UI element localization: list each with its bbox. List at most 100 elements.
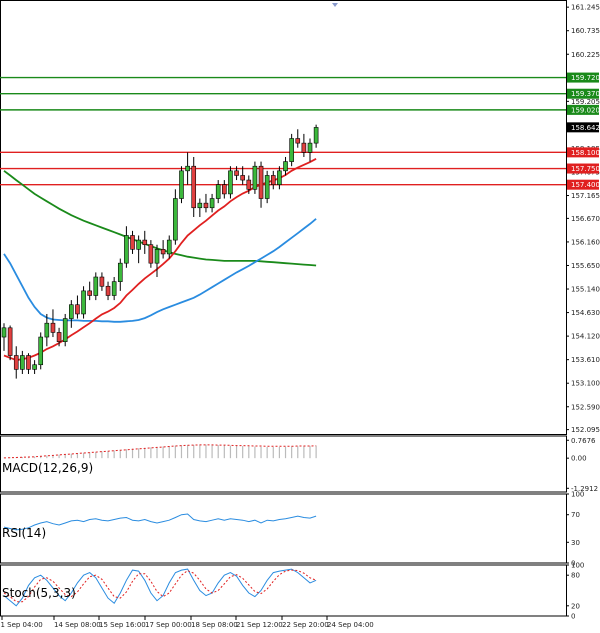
- price-tick-label: 154.120: [571, 333, 600, 341]
- price-tick-label: 156.670: [571, 215, 600, 223]
- level-label-box: [567, 147, 599, 158]
- candle-body: [301, 142, 307, 153]
- candle-body: [258, 165, 264, 199]
- candle-body: [93, 276, 99, 296]
- candle-body: [246, 179, 252, 190]
- rsi-panel-tick-label: 100: [571, 491, 584, 499]
- candle-body: [50, 322, 56, 333]
- candle-body: [154, 249, 160, 264]
- candle-body: [87, 290, 92, 296]
- stoch-panel: 100 80 20 0 Stoch(5,3,3): [0, 562, 584, 621]
- candle-body: [228, 170, 233, 195]
- candle-body: [142, 239, 148, 246]
- rsi-panel-tick-label: 70: [571, 511, 580, 519]
- macd-panel-tick-label: 0.00: [571, 455, 587, 463]
- price-tick-label: 153.610: [571, 356, 600, 364]
- rsi-line: [3, 513, 317, 531]
- stoch-panel-tick-label: 100: [571, 562, 584, 570]
- time-tick-label: 22 Sep 20:00: [282, 621, 329, 629]
- macd-label: MACD(12,26,9): [2, 461, 93, 475]
- candle-body: [197, 202, 203, 209]
- level-label: 159.370: [571, 90, 600, 98]
- price-tick-label: 159.205: [571, 98, 600, 106]
- ma-blue-line: [3, 218, 317, 323]
- candle-body: [252, 165, 258, 190]
- stoch-panel-tick-label: 20: [571, 602, 580, 610]
- time-tick-label: 11 Sep 04:00: [0, 621, 43, 629]
- level-label-box: [567, 72, 599, 83]
- time-tick-label: 21 Sep 12:00: [236, 621, 283, 629]
- level-label-box: [567, 88, 599, 99]
- candle-body: [307, 142, 313, 153]
- candle-body: [222, 184, 227, 195]
- candle-body: [185, 165, 190, 172]
- price-tick-label: 161.245: [571, 4, 600, 12]
- price-now-box: [567, 122, 599, 133]
- candle-body: [289, 138, 294, 162]
- time-tick-label: 15 Sep 16:00: [99, 621, 146, 629]
- macd-panel-frame: [0, 435, 567, 493]
- candle-body: [240, 175, 245, 181]
- level-label-box: [567, 163, 599, 174]
- macd-panel-tick-label: -1.2912: [571, 485, 598, 493]
- stoch-panel-tick-label: 80: [571, 572, 580, 580]
- candle-body: [26, 355, 31, 370]
- rsi-panel-tick-label: 30: [571, 539, 580, 547]
- time-tick-label: 18 Sep 08:00: [191, 621, 238, 629]
- price-tick-label: 160.225: [571, 51, 600, 59]
- candle-body: [136, 239, 141, 250]
- time-tick-label: 17 Sep 00:00: [145, 621, 192, 629]
- candle-body: [295, 138, 301, 144]
- macd-panel: 0.7676 0.00 -1.2912 MACD(12,26,9): [0, 435, 598, 493]
- candle-body: [209, 198, 215, 209]
- candle-body: [69, 304, 74, 319]
- price-tick-label: 155.140: [571, 286, 600, 294]
- price-tick-label: 154.630: [571, 309, 600, 317]
- price-panel-frame: [0, 0, 567, 435]
- level-label: 159.020: [571, 106, 600, 114]
- price-tick-label: 156.160: [571, 238, 600, 246]
- rsi-panel: 100 70 30 0 RSI(14): [0, 491, 584, 568]
- candle-body: [166, 239, 172, 255]
- candle-body: [124, 235, 129, 264]
- ma-green-line: [3, 170, 317, 267]
- macd-signal-line: [3, 444, 317, 459]
- time-tick-label: 24 Sep 04:00: [327, 621, 374, 629]
- candle-body: [7, 327, 13, 356]
- price-tick-label: 153.100: [571, 380, 600, 388]
- candle-body: [62, 318, 68, 342]
- price-tick-label: 155.650: [571, 262, 600, 270]
- level-label: 158.100: [571, 149, 600, 157]
- level-label: 159.720: [571, 74, 600, 82]
- candle-body: [13, 355, 19, 370]
- candle-body: [1, 327, 7, 338]
- level-label-box: [567, 104, 599, 115]
- rsi-label: RSI(14): [2, 526, 46, 540]
- candle-body: [56, 332, 62, 342]
- candle-body: [283, 161, 288, 172]
- candle-body: [130, 235, 135, 250]
- price-tick-label: 160.735: [571, 27, 600, 35]
- candle-body: [117, 262, 123, 282]
- candle-body: [179, 170, 184, 199]
- triangle-marker-icon: [332, 3, 338, 7]
- candle-body: [38, 336, 44, 366]
- ma-red-line: [3, 158, 317, 362]
- candle-body: [75, 304, 80, 315]
- candle-body: [215, 184, 221, 199]
- stoch-d-line: [3, 569, 317, 603]
- stoch-panel-frame: [0, 564, 567, 617]
- candle-body: [44, 322, 50, 338]
- time-tick-label: 14 Sep 08:00: [54, 621, 101, 629]
- candle-body: [105, 285, 111, 296]
- candle-body: [148, 244, 154, 264]
- candle-body: [81, 290, 86, 315]
- candle-body: [173, 198, 178, 241]
- price-tick-label: 152.590: [571, 403, 600, 411]
- candle-body: [277, 170, 282, 185]
- macd-panel-tick-label: 0.7676: [571, 437, 596, 445]
- candle-body: [270, 175, 276, 185]
- price-tick-label: 152.095: [571, 426, 600, 434]
- price-panel: 161.245160.735160.225159.205158.185157.6…: [0, 0, 600, 435]
- rsi-panel-tick-label: 0: [571, 560, 575, 568]
